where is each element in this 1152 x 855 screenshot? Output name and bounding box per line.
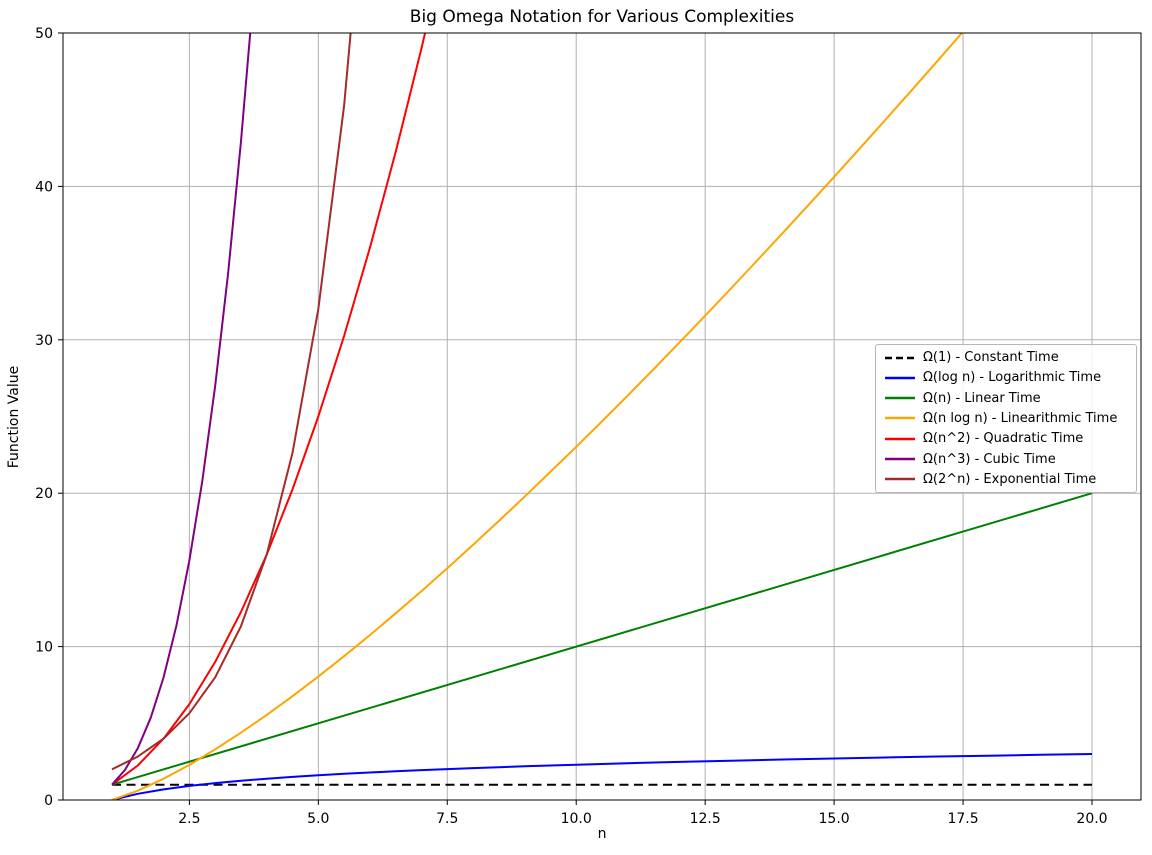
x-tick-label: 5.0: [307, 811, 329, 827]
x-tick-label: 7.5: [436, 811, 458, 827]
legend-line-swatch: [885, 396, 915, 400]
series-line-6: [111, 33, 352, 771]
x-tick-label: 10.0: [561, 811, 592, 827]
series-line-2: [111, 492, 1093, 786]
legend-item: Ω(n log n) - Linearithmic Time: [885, 412, 1127, 425]
legend-item: Ω(log n) - Logarithmic Time: [885, 371, 1127, 384]
legend-item-label: Ω(2^n) - Exponential Time: [923, 471, 1097, 487]
legend-item-label: Ω(log n) - Logarithmic Time: [923, 370, 1102, 386]
legend-item-label: Ω(n^2) - Quadratic Time: [923, 431, 1084, 447]
legend-item-label: Ω(n log n) - Linearithmic Time: [923, 410, 1118, 426]
plot-border: [62, 32, 1142, 801]
y-tick-label: 10: [35, 640, 53, 656]
tick-labels: 2.5 5.0 7.5 10.0 12.5 15.0 17.5 20.0 0 10 20 30 40 50: [35, 26, 1107, 827]
y-tick-label: 30: [35, 333, 53, 349]
x-tick-label: 2.5: [178, 811, 200, 827]
x-tick-label: 17.5: [947, 811, 978, 827]
legend-item: Ω(n^2) - Quadratic Time: [885, 432, 1127, 445]
legend-line-swatch: [885, 478, 915, 481]
legend-item-label: Ω(n^3) - Cubic Time: [923, 451, 1056, 467]
legend-item-label: Ω(n) - Linear Time: [923, 390, 1041, 406]
series-line-1: [111, 753, 1093, 800]
series-line-5: [111, 33, 252, 786]
y-tick-label: 50: [35, 26, 53, 42]
y-tick-label: 20: [35, 486, 53, 502]
x-tick-label: 20.0: [1076, 811, 1107, 827]
chart-title: Big Omega Notation for Various Complexit…: [409, 7, 795, 27]
legend-line-swatch: [885, 417, 915, 420]
legend-line-swatch: [885, 356, 915, 359]
legend-line-swatch: [885, 437, 915, 441]
legend-item-label: Ω(1) - Constant Time: [923, 350, 1059, 365]
legend-line-swatch: [885, 457, 915, 461]
y-axis-label-column: Function Value: [2, 33, 26, 800]
series-group: [111, 33, 1093, 800]
x-axis-label: n: [597, 826, 607, 842]
legend-item: Ω(2^n) - Exponential Time: [885, 473, 1127, 486]
legend-item: Ω(n) - Linear Time: [885, 392, 1127, 405]
series-line-4: [111, 33, 427, 786]
legend-item: Ω(1) - Constant Time: [885, 351, 1127, 364]
y-tick-label: 0: [44, 793, 53, 809]
y-tick-label: 40: [35, 179, 53, 195]
legend-item: Ω(n^3) - Cubic Time: [885, 453, 1127, 466]
axis-ticks: [58, 32, 1093, 805]
x-tick-label: 12.5: [690, 811, 721, 827]
legend-line-swatch: [885, 376, 915, 380]
x-tick-label: 15.0: [819, 811, 850, 827]
y-axis-label: Function Value: [6, 365, 23, 468]
series-line-3: [111, 33, 964, 800]
legend: Ω(1) - Constant Time Ω(log n) - Logarithm…: [875, 344, 1137, 493]
